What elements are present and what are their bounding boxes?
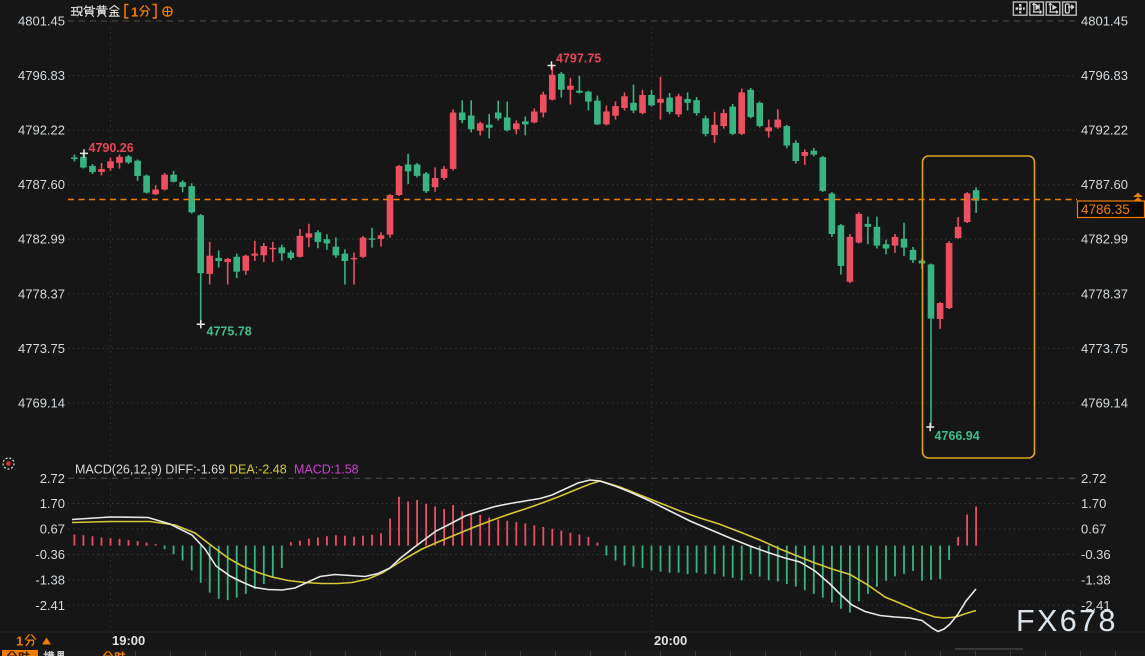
svg-text:4786.35: 4786.35 xyxy=(1081,202,1130,217)
svg-text:-0.36: -0.36 xyxy=(1081,547,1111,562)
svg-text:20:00: 20:00 xyxy=(654,633,687,648)
svg-text:4801.45: 4801.45 xyxy=(18,14,65,29)
svg-text:4801.45: 4801.45 xyxy=(1081,14,1128,29)
svg-text:4769.14: 4769.14 xyxy=(1081,395,1128,410)
svg-text:DEA:-2.48: DEA:-2.48 xyxy=(229,463,287,477)
svg-text:-2.41: -2.41 xyxy=(35,598,65,613)
svg-text:19:00: 19:00 xyxy=(112,633,145,648)
svg-text:-1.38: -1.38 xyxy=(1081,572,1111,587)
svg-text:MACD:1.58: MACD:1.58 xyxy=(294,463,359,477)
svg-text:-0.36: -0.36 xyxy=(35,547,65,562)
svg-text:4790.26: 4790.26 xyxy=(89,141,134,155)
svg-text:1.70: 1.70 xyxy=(40,496,65,511)
svg-text:-1.38: -1.38 xyxy=(35,572,65,587)
svg-text:4782.99: 4782.99 xyxy=(1081,232,1128,247)
svg-text:4769.14: 4769.14 xyxy=(18,395,65,410)
svg-text:4773.75: 4773.75 xyxy=(1081,341,1128,356)
svg-text:4778.37: 4778.37 xyxy=(1081,286,1128,301)
svg-text:4787.60: 4787.60 xyxy=(18,177,65,192)
svg-text:2.72: 2.72 xyxy=(40,471,65,486)
svg-text:4796.83: 4796.83 xyxy=(1081,68,1128,83)
svg-text:FX678: FX678 xyxy=(1016,604,1118,638)
svg-text:4787.60: 4787.60 xyxy=(1081,177,1128,192)
svg-text:1: 1 xyxy=(16,634,23,649)
svg-text:MACD(26,12,9) DIFF:-1.69: MACD(26,12,9) DIFF:-1.69 xyxy=(75,463,225,477)
svg-text:1.70: 1.70 xyxy=(1081,496,1106,511)
svg-text:4782.99: 4782.99 xyxy=(18,232,65,247)
svg-text:4775.78: 4775.78 xyxy=(207,325,252,339)
svg-text:2.72: 2.72 xyxy=(1081,471,1106,486)
svg-text:4766.94: 4766.94 xyxy=(935,429,980,443)
svg-text:4796.83: 4796.83 xyxy=(18,68,65,83)
svg-text:4792.22: 4792.22 xyxy=(1081,123,1128,138)
svg-text:4797.75: 4797.75 xyxy=(556,52,601,66)
svg-text:4773.75: 4773.75 xyxy=(18,341,65,356)
svg-text:4792.22: 4792.22 xyxy=(18,123,65,138)
svg-text:4778.37: 4778.37 xyxy=(18,286,65,301)
svg-text:0.67: 0.67 xyxy=(40,522,65,537)
svg-text:0.67: 0.67 xyxy=(1081,522,1106,537)
svg-text:-2.41: -2.41 xyxy=(1081,598,1111,613)
svg-text:1: 1 xyxy=(131,5,138,20)
